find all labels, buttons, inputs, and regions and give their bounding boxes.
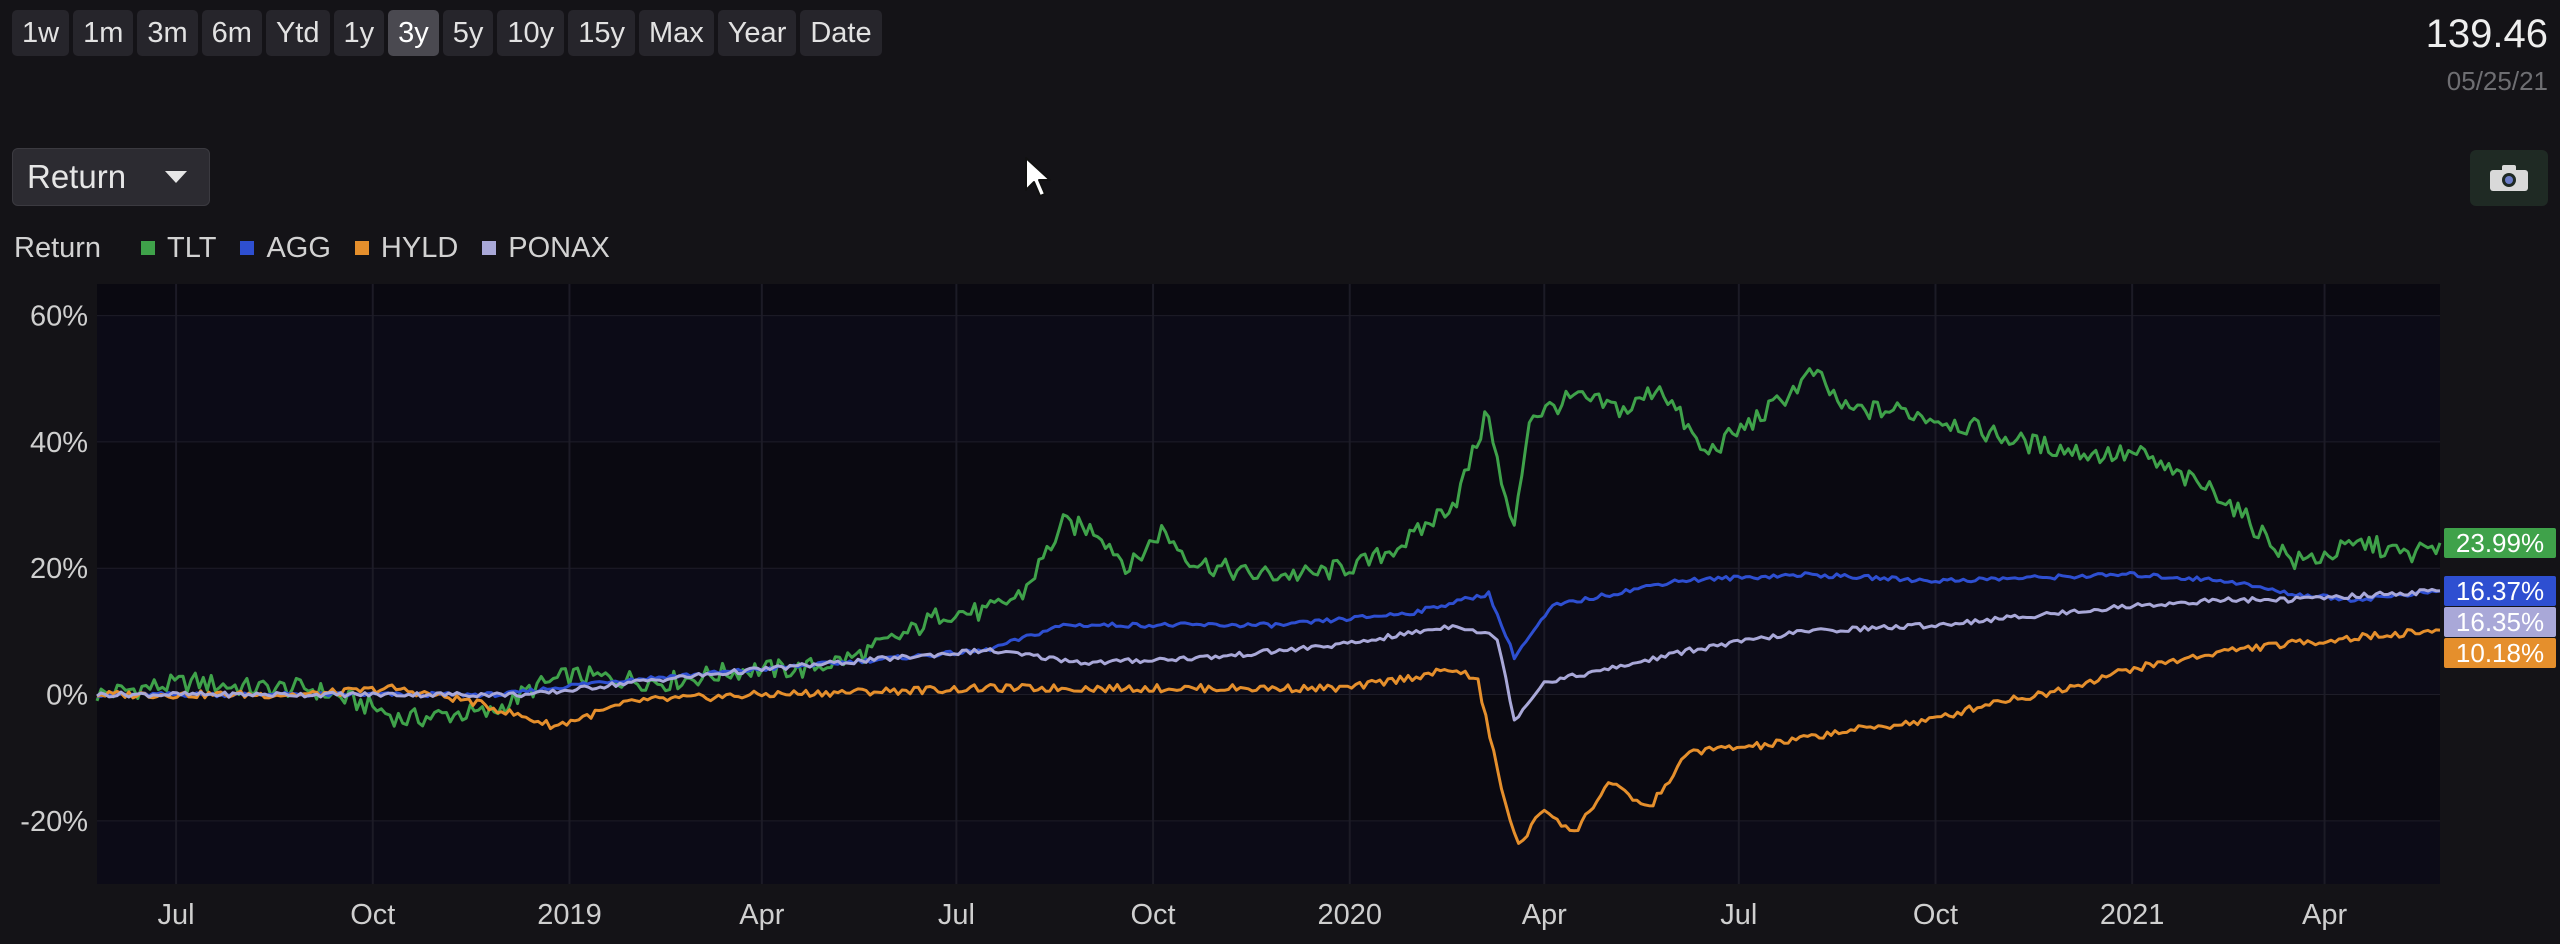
end-value-badge	[2444, 527, 2556, 558]
end-value-badge	[2444, 637, 2556, 668]
range-button-date[interactable]: Date	[800, 10, 882, 56]
return-line-chart: 60% 40% 20% 0% -20% Jul Oct 2019 Apr Jul Oct 2020 Ap…	[20, 284, 2556, 931]
chart-legend: Return TLT AGG HYLD PONAX	[14, 230, 634, 266]
range-button-15y[interactable]: 15y	[568, 10, 635, 56]
grid-band	[97, 284, 2440, 316]
last-value: 139.46	[2425, 12, 2548, 56]
series-line-hyld	[96, 628, 2441, 845]
legend-label: AGG	[266, 231, 331, 264]
caret-down-icon	[165, 171, 187, 183]
x-tick-label: 2019	[537, 899, 602, 931]
x-tick-label: Oct	[1913, 899, 1958, 931]
legend-item-hyld[interactable]: HYLD	[354, 231, 459, 265]
legend-item-agg[interactable]: AGG	[240, 231, 331, 265]
legend-item-ponax[interactable]: PONAX	[482, 232, 610, 265]
y-tick-label: 40%	[30, 427, 88, 459]
range-button-5y[interactable]: 5y	[442, 10, 494, 56]
legend-title: Return	[14, 231, 102, 264]
range-button-6m[interactable]: 6m	[201, 10, 262, 56]
legend-swatch	[482, 241, 497, 255]
grid-band	[97, 694, 2440, 821]
x-tick-label: Jul	[1720, 899, 1757, 931]
y-tick-label: -20%	[20, 806, 88, 838]
camera-icon	[2490, 165, 2528, 191]
x-tick-label: Jul	[158, 899, 195, 931]
x-tick-label: Apr	[2302, 899, 2347, 931]
y-tick-label: 20%	[30, 553, 88, 585]
range-button-max[interactable]: Max	[638, 10, 714, 56]
y-tick-label: 0%	[46, 680, 88, 712]
end-value-label-tlt: 23.99%	[2456, 528, 2544, 558]
legend-swatch	[240, 241, 255, 255]
end-value-badge	[2444, 575, 2556, 606]
range-button-10y[interactable]: 10y	[497, 10, 565, 56]
x-tick-label: 2020	[1317, 899, 1382, 931]
range-button-year[interactable]: Year	[717, 10, 797, 56]
legend-label: TLT	[167, 231, 217, 264]
grid-band	[97, 441, 2440, 569]
legend-label: HYLD	[380, 231, 459, 264]
end-value-label-hyld: 10.18%	[2456, 638, 2544, 668]
x-tick-label: 2021	[2100, 899, 2165, 931]
range-button-3y[interactable]: 3y	[388, 10, 439, 56]
end-value-label-ponax: 16.35%	[2456, 607, 2544, 637]
x-tick-label: Oct	[1130, 899, 1175, 931]
legend-swatch	[141, 241, 156, 255]
metric-dropdown[interactable]: Return	[12, 148, 210, 206]
legend-swatch	[354, 241, 369, 255]
x-tick-label: Jul	[938, 899, 975, 931]
series-line-ponax	[96, 587, 2441, 722]
range-button-1w[interactable]: 1w	[12, 10, 70, 56]
x-tick-label: Apr	[739, 899, 784, 931]
x-tick-label: Apr	[1522, 899, 1567, 931]
y-tick-label: 60%	[30, 301, 88, 333]
range-button-3m[interactable]: 3m	[137, 10, 198, 56]
range-button-1y[interactable]: 1y	[333, 10, 385, 56]
end-value-badge	[2444, 606, 2556, 637]
range-button-1m[interactable]: 1m	[73, 10, 134, 56]
x-tick-label: Oct	[350, 899, 395, 931]
legend-label: PONAX	[508, 231, 610, 264]
legend-item-tlt[interactable]: TLT	[141, 232, 216, 265]
metric-dropdown-label: Return	[27, 158, 127, 195]
last-date: 05/25/21	[2446, 66, 2548, 96]
series-line-agg	[96, 571, 2441, 699]
end-value-label-agg: 16.37%	[2456, 576, 2544, 606]
time-range-toolbar: 1w 1m 3m 6m Ytd 1y 3y 5y 10y 15y Max Year Date	[12, 10, 882, 56]
snapshot-button[interactable]	[2470, 150, 2548, 206]
range-button-ytd[interactable]: Ytd	[265, 10, 330, 56]
mouse-pointer-icon	[1025, 157, 1051, 197]
